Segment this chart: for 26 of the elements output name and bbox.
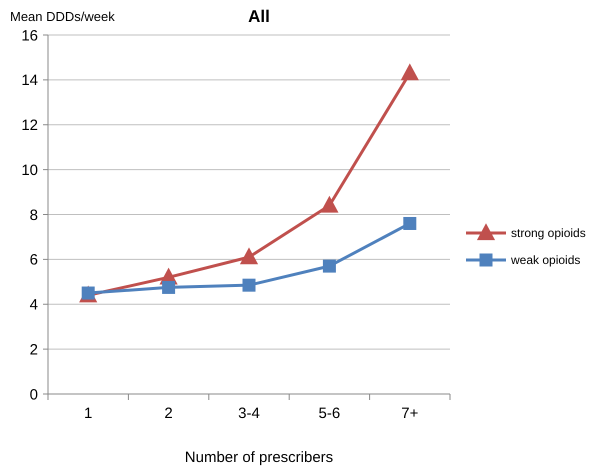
x-tick-label: 7+	[401, 405, 419, 422]
point	[400, 63, 419, 80]
y-tick-label: 0	[30, 386, 38, 404]
y-tick-label: 6	[30, 252, 38, 269]
legend-label: strong opioids	[511, 226, 586, 240]
x-axis-title: Number of prescribers	[184, 449, 334, 466]
x-tick-label: 3-4	[238, 405, 260, 422]
point	[162, 280, 176, 294]
legend-label: weak opioids	[510, 253, 580, 268]
point	[320, 196, 338, 213]
y-tick-label: 2	[30, 341, 38, 358]
x-tick-label: 5-6	[318, 405, 340, 422]
y-tick-label: 8	[30, 206, 38, 224]
y-axis-title: Mean DDDs/week	[10, 9, 116, 24]
point	[322, 260, 336, 273]
point	[242, 278, 256, 292]
chart-title: All	[248, 7, 270, 26]
point	[403, 216, 416, 230]
x-tick-label: 2	[164, 405, 173, 422]
y-tick-label: 12	[21, 117, 38, 134]
y-tick-label: 16	[21, 27, 38, 44]
y-tick-label: 4	[30, 296, 38, 314]
x-tick-label: 1	[84, 405, 92, 422]
point	[240, 247, 258, 264]
y-tick-label: 10	[21, 162, 38, 179]
y-tick-label: 14	[21, 72, 38, 90]
